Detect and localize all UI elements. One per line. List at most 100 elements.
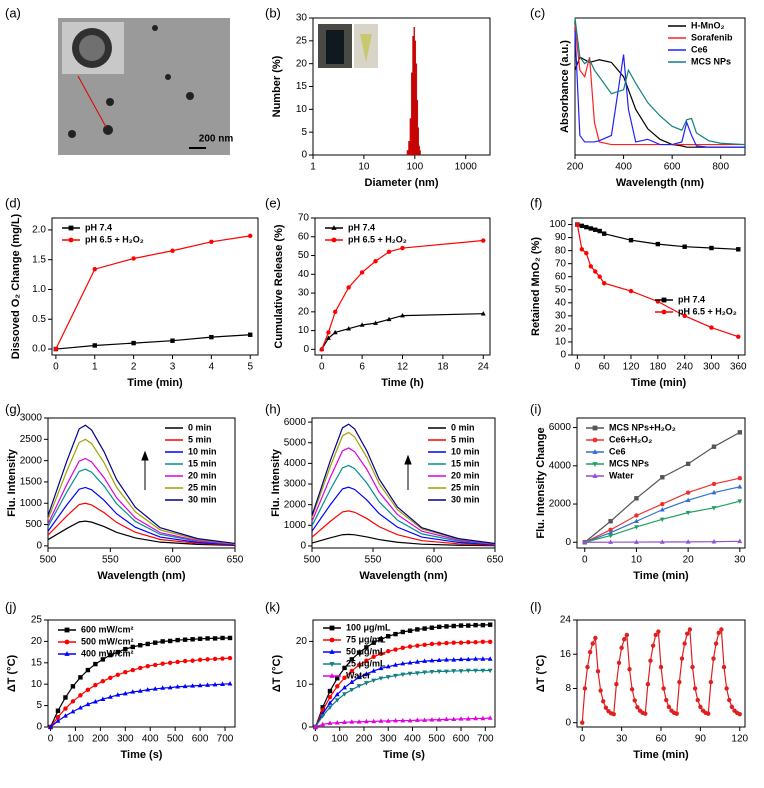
y-tick-label: 1000 — [284, 520, 307, 531]
x-tick-label: 1 — [310, 162, 316, 173]
marker — [690, 664, 695, 670]
x-tick-label: 60 — [599, 362, 611, 373]
marker — [422, 626, 427, 631]
series-line — [311, 423, 496, 545]
marker — [170, 248, 175, 253]
marker — [107, 694, 113, 699]
marker — [465, 656, 471, 662]
marker — [473, 640, 478, 645]
marker — [77, 705, 83, 710]
marker — [167, 684, 173, 690]
y-tick-label: 6000 — [549, 422, 572, 433]
marker — [170, 338, 175, 343]
legend-label: 30 min — [188, 494, 217, 504]
legend-label: 25 min — [451, 482, 480, 492]
x-tick-label: 30 — [734, 555, 746, 566]
y-axis-label: Dissoved O₂ Change (mg/L) — [10, 213, 22, 359]
legend-label: 15 min — [188, 458, 217, 468]
marker — [487, 715, 493, 720]
legend-label: 20 min — [451, 470, 480, 480]
marker — [709, 325, 714, 330]
marker — [429, 658, 435, 663]
marker — [414, 717, 420, 722]
y-tick-label: 0 — [565, 717, 571, 728]
marker — [335, 676, 340, 681]
marker — [363, 671, 369, 676]
marker — [480, 715, 486, 721]
marker — [711, 539, 717, 544]
marker — [634, 539, 639, 544]
y-tick-label: 70 — [555, 258, 567, 269]
legend-marker — [68, 225, 74, 231]
marker — [719, 627, 724, 632]
y-tick-label: 40 — [298, 269, 310, 280]
marker — [209, 239, 214, 245]
marker — [659, 539, 665, 544]
x-tick-label: 18 — [437, 362, 449, 373]
x-tick-label: 500 — [304, 555, 321, 566]
x-axis-label: Time (s) — [121, 749, 163, 761]
scale-label: 200 nm — [199, 134, 234, 145]
marker — [48, 724, 53, 729]
marker — [363, 718, 369, 724]
marker — [653, 632, 658, 638]
marker — [371, 668, 377, 673]
marker — [100, 679, 106, 684]
marker — [737, 538, 743, 544]
marker — [371, 718, 377, 724]
y-tick-label: 16 — [560, 649, 572, 660]
marker — [92, 343, 97, 348]
marker — [422, 658, 428, 663]
x-tick-label: 20 — [683, 555, 695, 566]
marker — [480, 668, 486, 674]
marker — [695, 697, 700, 703]
x-tick-label: 500 — [167, 734, 184, 745]
marker — [588, 226, 593, 231]
marker — [656, 629, 661, 634]
marker — [685, 631, 690, 636]
legend-label: 600 mW/cm² — [81, 624, 134, 634]
marker — [593, 227, 598, 232]
y-tick-label: 24 — [560, 615, 572, 626]
marker — [458, 640, 464, 645]
marker — [487, 622, 493, 627]
y-tick-label: 5 — [301, 127, 307, 138]
marker — [407, 628, 413, 633]
marker — [400, 717, 406, 723]
x-tick-label: 650 — [487, 555, 504, 566]
marker — [601, 699, 606, 704]
marker — [320, 714, 326, 719]
marker — [429, 641, 435, 647]
marker — [664, 697, 669, 703]
marker — [436, 641, 442, 646]
marker — [385, 664, 391, 669]
legend-marker — [64, 627, 70, 633]
y-tick-label: 4000 — [549, 460, 572, 471]
marker — [55, 714, 61, 720]
y-tick-label: 10 — [296, 104, 308, 115]
marker — [63, 706, 68, 711]
marker — [93, 661, 98, 667]
marker — [407, 671, 413, 677]
marker — [327, 720, 333, 725]
marker — [70, 684, 76, 689]
marker — [92, 267, 97, 272]
series-line — [576, 224, 739, 338]
marker — [342, 684, 347, 690]
marker — [327, 700, 333, 705]
marker — [78, 675, 83, 680]
y-axis-label: ΔT (°C) — [271, 654, 283, 692]
x-tick-label: 120 — [731, 734, 748, 745]
series-line — [47, 457, 236, 545]
marker — [55, 718, 61, 723]
marker — [70, 708, 76, 714]
marker — [334, 720, 340, 725]
series-line — [311, 533, 496, 547]
histogram-bar — [419, 150, 421, 156]
y-axis-label: Cumulative Release (%) — [273, 224, 285, 348]
marker — [115, 672, 121, 677]
y-axis-label: Flu. Intensity Change — [535, 427, 547, 538]
marker — [716, 630, 721, 636]
marker — [588, 264, 593, 269]
x-tick-label: 800 — [712, 162, 729, 173]
